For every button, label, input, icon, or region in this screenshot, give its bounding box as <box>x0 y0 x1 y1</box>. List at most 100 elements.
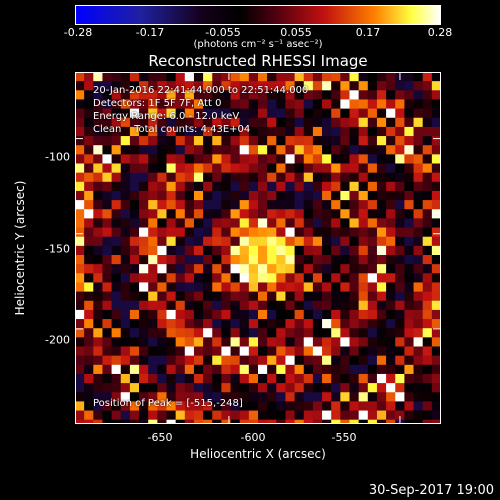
heatmap-cell <box>386 209 396 219</box>
heatmap-cell <box>139 373 149 384</box>
heatmap-cell <box>212 255 222 265</box>
heatmap-cell <box>431 309 441 320</box>
heatmap-cell <box>212 181 222 192</box>
heatmap-cell <box>111 282 122 292</box>
heatmap-cell <box>139 300 149 311</box>
heatmap-cell <box>395 172 405 183</box>
heatmap-cell <box>276 236 286 247</box>
heatmap-cell <box>221 419 231 424</box>
heatmap-cell <box>239 136 250 146</box>
heatmap-cell <box>431 328 441 338</box>
heatmap-cell <box>303 282 314 292</box>
heatmap-cell <box>349 383 360 393</box>
heatmap-cell <box>139 355 149 366</box>
heatmap-cell <box>75 163 85 174</box>
heatmap-cell <box>358 245 369 256</box>
heatmap-cell <box>431 383 441 393</box>
heatmap-cell <box>395 200 405 210</box>
heatmap-cell <box>129 181 140 192</box>
heatmap-cell <box>203 273 213 283</box>
heatmap-cell <box>111 227 122 238</box>
heatmap-cell <box>267 392 277 402</box>
heatmap-cell <box>166 81 177 91</box>
heatmap-cell <box>175 373 186 384</box>
heatmap-cell <box>248 364 259 375</box>
heatmap-cell <box>139 383 149 393</box>
heatmap-cell <box>75 319 85 329</box>
heatmap-cell <box>386 145 396 155</box>
heatmap-cell <box>175 190 186 201</box>
heatmap-cell <box>248 108 259 119</box>
heatmap-cell <box>230 209 241 219</box>
heatmap-cell <box>93 264 103 274</box>
heatmap-cell <box>184 227 195 238</box>
heatmap-cell <box>358 163 369 174</box>
heatmap-cell <box>120 264 131 274</box>
heatmap-cell <box>175 209 186 219</box>
heatmap-cell <box>111 264 122 274</box>
heatmap-cell <box>294 236 305 247</box>
heatmap-cell <box>285 145 295 155</box>
heatmap-cell <box>230 145 241 155</box>
heatmap-cell <box>166 401 177 411</box>
heatmap-cell <box>367 108 378 119</box>
heatmap-cell <box>129 245 140 256</box>
heatmap-cell <box>431 126 441 137</box>
heatmap-cell <box>331 145 341 155</box>
heatmap-cell <box>367 117 378 128</box>
heatmap-cell <box>303 401 314 411</box>
heatmap-cell <box>166 264 177 274</box>
heatmap-cell <box>212 419 222 424</box>
heatmap-cell <box>193 145 204 155</box>
heatmap-cell <box>322 373 332 384</box>
heatmap-cell <box>422 81 433 91</box>
heatmap-cell <box>258 282 268 292</box>
heatmap-cell <box>285 190 295 201</box>
heatmap-cell <box>386 282 396 292</box>
heatmap-cell <box>267 419 277 424</box>
heatmap-cell <box>230 227 241 238</box>
heatmap-cell <box>111 383 122 393</box>
heatmap-cell <box>221 90 231 100</box>
heatmap-cell <box>267 355 277 366</box>
heatmap-cell <box>386 126 396 137</box>
heatmap-cell <box>175 81 186 91</box>
heatmap-cell <box>358 373 369 384</box>
heatmap-cell <box>129 291 140 302</box>
heatmap-cell <box>413 181 424 192</box>
heatmap-cell <box>340 319 350 329</box>
heatmap-cell <box>413 236 424 247</box>
heatmap-cell <box>258 346 268 357</box>
heatmap-cell <box>139 309 149 320</box>
heatmap-cell <box>413 392 424 402</box>
heatmap-cell <box>239 255 250 265</box>
heatmap-cell <box>312 419 323 424</box>
heatmap-cell <box>175 181 186 192</box>
heatmap-cell <box>248 218 259 228</box>
heatmap-cell <box>157 181 167 192</box>
heatmap-cell <box>221 245 231 256</box>
heatmap-cell <box>312 81 323 91</box>
heatmap-cell <box>431 355 441 366</box>
heatmap-cell <box>93 154 103 164</box>
heatmap-cell <box>129 90 140 100</box>
heatmap-cell <box>404 392 414 402</box>
heatmap-cell <box>376 72 387 82</box>
heatmap-cell <box>376 136 387 146</box>
heatmap-cell <box>431 181 441 192</box>
heatmap-cell <box>111 108 122 119</box>
heatmap-cell <box>184 236 195 247</box>
heatmap-cell <box>258 273 268 283</box>
heatmap-cell <box>239 309 250 320</box>
heatmap-cell <box>294 99 305 109</box>
heatmap-cell <box>285 364 295 375</box>
heatmap-cell <box>294 126 305 137</box>
heatmap-cell <box>129 145 140 155</box>
heatmap-cell <box>258 154 268 164</box>
heatmap-cell <box>239 163 250 174</box>
heatmap-cell <box>276 181 286 192</box>
heatmap-cell <box>139 154 149 164</box>
heatmap-cell <box>239 355 250 366</box>
heatmap-cell <box>166 200 177 210</box>
heatmap-cell <box>212 319 222 329</box>
